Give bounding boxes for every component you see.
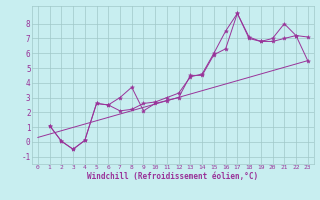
X-axis label: Windchill (Refroidissement éolien,°C): Windchill (Refroidissement éolien,°C) bbox=[87, 172, 258, 181]
